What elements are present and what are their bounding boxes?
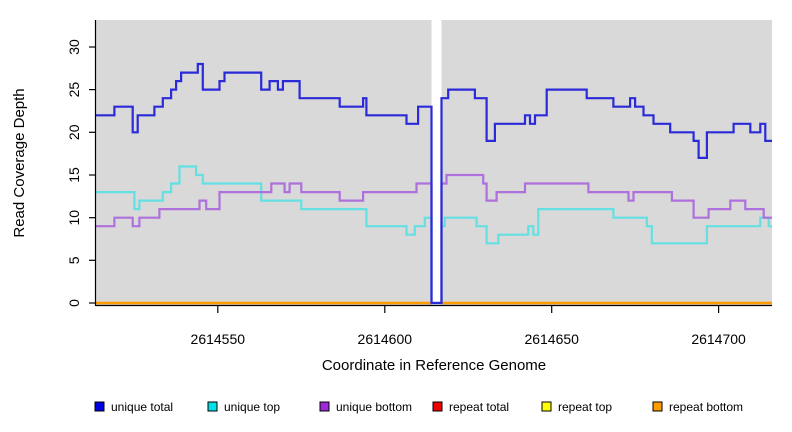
legend-label: repeat top bbox=[558, 400, 612, 414]
legend-swatch bbox=[432, 401, 443, 412]
legend-swatch bbox=[652, 401, 663, 412]
legend-item-repeat-bottom: repeat bottom bbox=[652, 400, 743, 414]
y-tick-label: 30 bbox=[66, 39, 82, 55]
y-tick-label: 0 bbox=[66, 299, 82, 307]
y-tick-label: 20 bbox=[66, 124, 82, 140]
legend-label: repeat bottom bbox=[669, 400, 743, 414]
x-axis-title: Coordinate in Reference Genome bbox=[322, 357, 546, 374]
legend-label: unique top bbox=[224, 400, 280, 414]
legend-swatch bbox=[541, 401, 552, 412]
legend-item-unique-total: unique total bbox=[94, 400, 173, 414]
legend-item-unique-bottom: unique bottom bbox=[319, 400, 412, 414]
x-tick-label: 2614550 bbox=[191, 331, 246, 347]
y-axis-title: Read Coverage Depth bbox=[11, 88, 28, 237]
legend-label: unique total bbox=[111, 400, 173, 414]
x-tick-label: 2614600 bbox=[358, 331, 413, 347]
y-tick-label: 15 bbox=[66, 167, 82, 183]
legend: unique total unique top unique bottom repea… bbox=[94, 400, 743, 414]
legend-label: unique bottom bbox=[336, 400, 412, 414]
legend-label: repeat total bbox=[449, 400, 509, 414]
legend-item-unique-top: unique top bbox=[207, 400, 280, 414]
y-tick-label: 25 bbox=[66, 82, 82, 98]
x-tick-label: 2614650 bbox=[524, 331, 579, 347]
legend-item-repeat-top: repeat top bbox=[541, 400, 612, 414]
x-tick-label: 2614700 bbox=[691, 331, 746, 347]
y-tick-label: 5 bbox=[66, 256, 82, 264]
legend-item-repeat-total: repeat total bbox=[432, 400, 509, 414]
legend-swatch bbox=[94, 401, 105, 412]
legend-swatch bbox=[207, 401, 218, 412]
legend-swatch bbox=[319, 401, 330, 412]
y-tick-label: 10 bbox=[66, 210, 82, 226]
coverage-gap-region bbox=[431, 20, 442, 306]
series-line-unique-total bbox=[96, 62, 772, 305]
